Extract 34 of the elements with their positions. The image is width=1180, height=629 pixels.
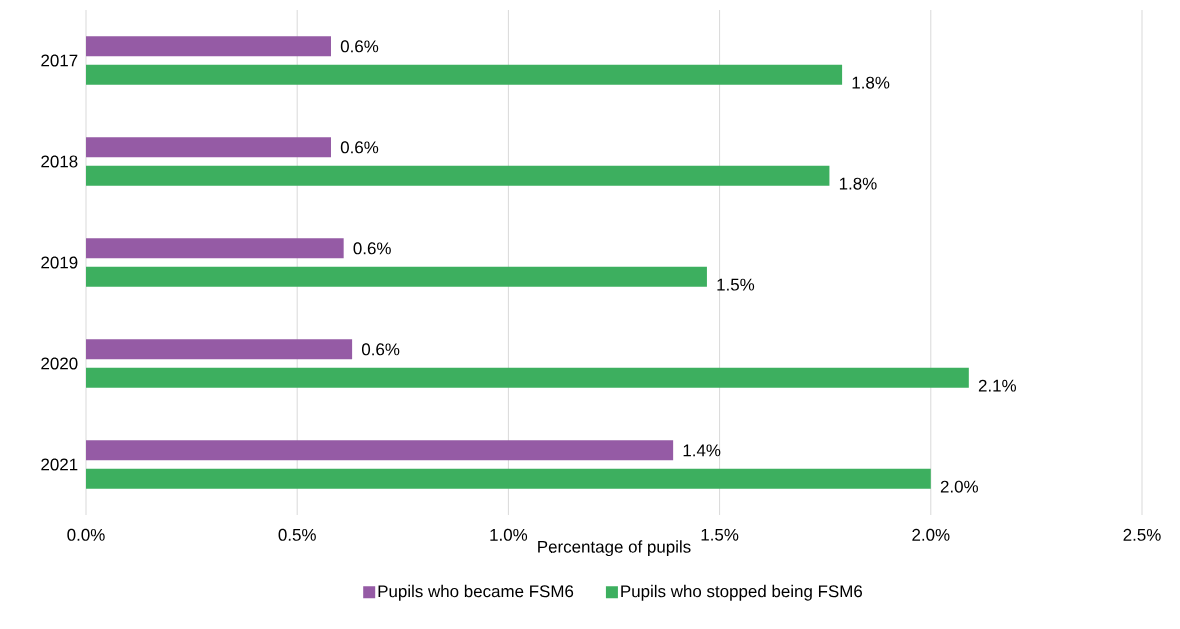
data-label: 1.5% [717,278,755,291]
y-tick-label: 2017 [41,54,78,67]
bar [86,165,830,186]
bar [86,238,344,259]
x-axis-title: Percentage of pupils [538,540,691,557]
x-tick-label: 1.5% [701,528,739,541]
y-tick-label: 2021 [41,458,78,471]
bar [86,339,353,360]
bar [86,468,931,489]
data-label: 0.6% [361,343,400,356]
x-tick-label: 0.0% [67,528,105,541]
bar [86,266,707,287]
legend-label: Pupils who became FSM6 [378,584,574,601]
x-tick-label: 0.5% [278,528,316,541]
bar [86,64,843,85]
bar [86,367,969,388]
bar [86,137,331,158]
data-label: 0.6% [340,40,379,53]
y-tick-label: 2018 [41,155,78,168]
data-label: 2.0% [940,480,978,493]
legend-label: Pupils who stopped being FSM6 [621,584,863,601]
y-tick-label: 2020 [41,357,78,370]
data-label: 1.8% [839,177,877,190]
x-tick-label: 1.0% [490,528,528,541]
data-label: 1.8% [852,76,890,89]
x-tick-label: 2.5% [1123,528,1161,541]
bar [86,440,674,461]
data-label: 0.6% [353,242,391,255]
y-tick-label: 2019 [41,256,78,269]
data-label: 1.4% [683,444,721,457]
bar [86,36,331,57]
data-label: 0.6% [340,141,379,154]
x-tick-label: 2.0% [912,528,950,541]
data-label: 2.1% [978,379,1017,392]
